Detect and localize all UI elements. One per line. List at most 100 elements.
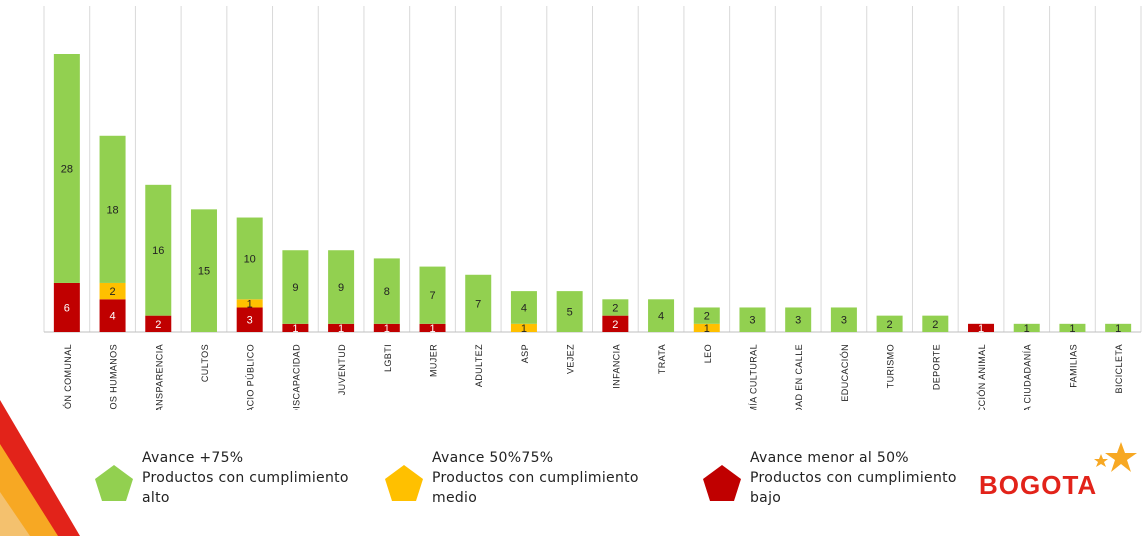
bar-segment bbox=[53, 54, 80, 283]
data-label: 1 bbox=[247, 298, 253, 310]
data-label: 7 bbox=[429, 290, 435, 302]
data-label: 4 bbox=[110, 311, 116, 323]
bar-segment bbox=[1013, 323, 1040, 332]
bar-segment bbox=[373, 323, 400, 332]
legend-low-title: Avance menor al 50% bbox=[750, 450, 909, 466]
data-label: 9 bbox=[292, 282, 298, 294]
category-label: PROTECCIÓN ANIMAL bbox=[977, 344, 987, 410]
category-label: SERVICIO A LA CIUDADANÍA bbox=[1023, 344, 1033, 410]
bar-segment bbox=[922, 315, 949, 332]
bar-segment bbox=[510, 323, 537, 332]
data-label: 2 bbox=[612, 319, 618, 331]
data-label: 2 bbox=[110, 286, 116, 298]
data-label: 1 bbox=[292, 323, 298, 335]
corner-decoration bbox=[0, 400, 80, 536]
category-label: EDUCACIÓN bbox=[840, 344, 850, 402]
category-label: BICICLETA bbox=[1114, 344, 1124, 393]
star-icon bbox=[1094, 442, 1137, 472]
data-label: 1 bbox=[704, 323, 710, 335]
data-label: 10 bbox=[244, 253, 256, 265]
bar-segment bbox=[968, 323, 995, 332]
bar-segment bbox=[556, 291, 583, 332]
bar-segment bbox=[510, 291, 537, 324]
category-label: LEO bbox=[703, 344, 713, 363]
category-label: FAMILIAS bbox=[1068, 344, 1078, 388]
bar-segment bbox=[419, 266, 446, 324]
category-label: TRANSPARENCIA bbox=[154, 344, 164, 410]
bogota-logo: BOGOTA bbox=[976, 440, 1143, 500]
legend-low-desc: Productos con cumplimiento bajo bbox=[750, 470, 957, 506]
legend-medium-desc: Productos con cumplimiento medio bbox=[432, 470, 639, 506]
data-label: 1 bbox=[1024, 323, 1030, 335]
data-label: 3 bbox=[247, 315, 253, 327]
data-label: 6 bbox=[64, 302, 70, 314]
data-label: 1 bbox=[384, 323, 390, 335]
bar-segment bbox=[328, 250, 355, 324]
category-label: JUVENTUD bbox=[337, 344, 347, 395]
legend-swatch-high bbox=[95, 465, 133, 501]
data-label: 1 bbox=[338, 323, 344, 335]
data-label: 28 bbox=[61, 163, 73, 175]
category-label: HABITABILIDAD EN CALLE bbox=[794, 344, 804, 410]
bar-segment bbox=[602, 315, 629, 332]
bar-segment bbox=[236, 299, 263, 308]
bar-segment bbox=[145, 315, 172, 332]
bar-segment bbox=[99, 135, 126, 283]
bar-segment bbox=[693, 323, 720, 332]
legend-swatch-low bbox=[703, 465, 741, 501]
data-label: 9 bbox=[338, 282, 344, 294]
data-label: 2 bbox=[887, 319, 893, 331]
legend-high-title: Avance +75% bbox=[142, 450, 244, 466]
data-label: 1 bbox=[1069, 323, 1075, 335]
category-label: TRATA bbox=[657, 344, 667, 374]
category-label: CULTOS bbox=[200, 344, 210, 382]
data-label: 18 bbox=[106, 204, 118, 216]
data-label: 3 bbox=[749, 315, 755, 327]
data-label: 1 bbox=[978, 323, 984, 335]
data-label: 3 bbox=[841, 315, 847, 327]
data-label: 1 bbox=[1115, 323, 1121, 335]
data-label: 5 bbox=[567, 307, 573, 319]
data-label: 2 bbox=[155, 319, 161, 331]
category-label: ACCIÓN COMUNAL bbox=[63, 344, 73, 410]
category-label: ASP bbox=[520, 344, 530, 363]
bar-segment bbox=[739, 307, 766, 332]
data-label: 16 bbox=[152, 245, 164, 257]
data-label: 4 bbox=[521, 302, 527, 314]
data-label: 7 bbox=[475, 298, 481, 310]
data-label: 1 bbox=[521, 323, 527, 335]
category-label: MUJER bbox=[429, 344, 439, 377]
bar-segment bbox=[282, 250, 309, 324]
category-label: LGBTI bbox=[383, 344, 393, 372]
bar-segment bbox=[373, 258, 400, 324]
bar-segment bbox=[419, 323, 446, 332]
data-label: 2 bbox=[704, 311, 710, 323]
bar-segment bbox=[99, 282, 126, 300]
data-label: 4 bbox=[658, 311, 664, 323]
bar-segment bbox=[876, 315, 903, 332]
data-label: 2 bbox=[932, 319, 938, 331]
category-label: ESPACIO PÚBLICO bbox=[246, 344, 256, 410]
data-label: 3 bbox=[795, 315, 801, 327]
data-label: 8 bbox=[384, 286, 390, 298]
bar-segment bbox=[465, 274, 492, 332]
bar-segment bbox=[53, 282, 80, 332]
bar-segment bbox=[648, 299, 675, 332]
data-label: 15 bbox=[198, 266, 210, 278]
bar-segment bbox=[1105, 323, 1132, 332]
bar-segment bbox=[693, 307, 720, 324]
bar-segment bbox=[236, 217, 263, 300]
data-label: 1 bbox=[429, 323, 435, 335]
bar-segment bbox=[145, 184, 172, 316]
legend-high-desc: Productos con cumplimiento alto bbox=[142, 470, 349, 506]
category-label: DERECHOS HUMANOS bbox=[109, 344, 119, 410]
bar-segment bbox=[99, 299, 126, 332]
legend-swatch-medium bbox=[385, 465, 423, 501]
bar-segment bbox=[785, 307, 812, 332]
bar-segment bbox=[190, 209, 217, 332]
legend-medium-title: Avance 50%75% bbox=[432, 450, 554, 466]
bar-segment bbox=[602, 299, 629, 316]
category-label: INFANCIA bbox=[611, 344, 621, 389]
bar-segment bbox=[236, 307, 263, 332]
